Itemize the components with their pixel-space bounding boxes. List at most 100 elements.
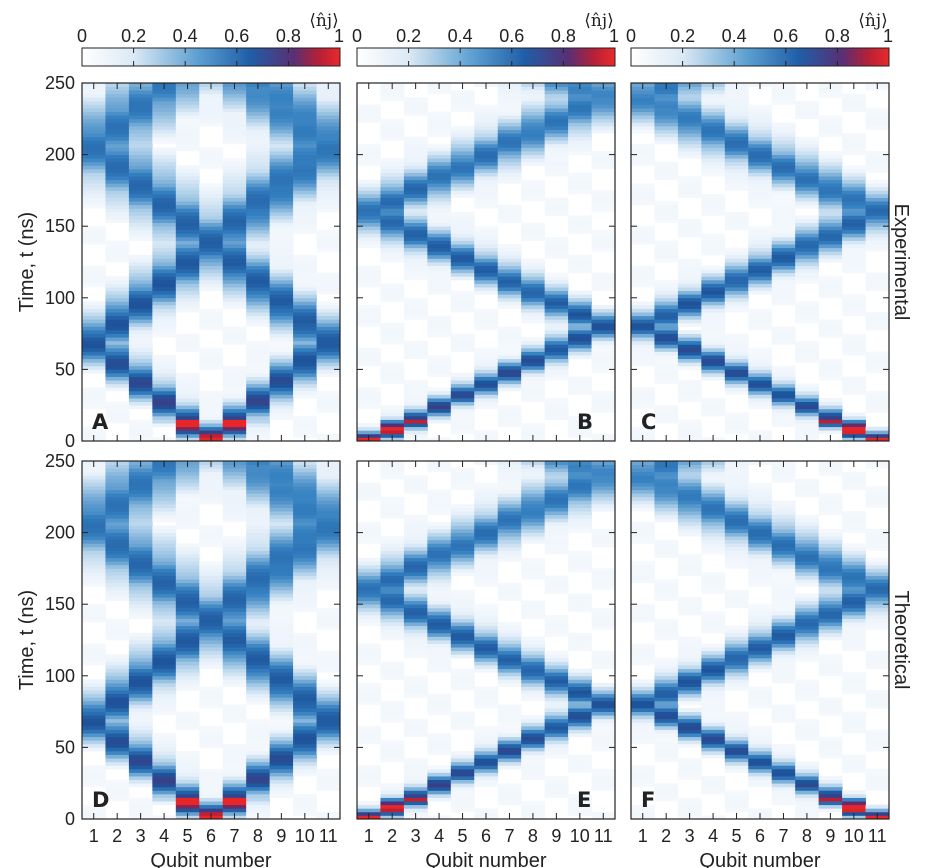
heatmap-cell <box>105 254 130 259</box>
heatmap-cell <box>474 618 499 623</box>
heatmap-cell <box>654 290 679 295</box>
heatmap-cell <box>293 390 317 395</box>
heatmap-cell <box>701 507 726 512</box>
colorbars: 0 0.2 0.4 0.6 0.8 1⟨n̂j⟩0 0.2 0.4 0.6 0.8 1⟨n̂j⟩0 0… <box>77 11 893 67</box>
heatmap-cell <box>701 326 726 331</box>
heatmap-cell <box>450 333 475 338</box>
heatmap-cell <box>544 682 569 687</box>
heatmap-cell <box>450 597 475 602</box>
heatmap-cell <box>380 333 405 338</box>
heatmap-cell <box>380 365 405 370</box>
heatmap-cell <box>105 330 130 334</box>
heatmap-cell <box>269 725 294 730</box>
heatmap-cell <box>222 486 247 491</box>
heatmap-cell <box>427 503 452 508</box>
heatmap-cell <box>152 115 177 120</box>
heatmap-cell <box>105 215 130 220</box>
heatmap-cell <box>591 579 616 584</box>
heatmap-cell <box>591 575 616 580</box>
heatmap-cell <box>403 654 428 659</box>
heatmap-cell <box>222 219 247 224</box>
heatmap-cell <box>357 690 381 695</box>
heatmap-cell <box>269 387 294 392</box>
heatmap-cell <box>654 657 679 662</box>
heatmap-cell <box>357 226 381 231</box>
heatmap-cell <box>128 650 153 655</box>
heatmap-cell <box>701 247 726 252</box>
heatmap-cell <box>199 204 224 209</box>
heatmap-cell <box>293 575 317 580</box>
heatmap-cell <box>427 611 452 616</box>
heatmap-cell <box>269 330 294 334</box>
heatmap-cell <box>474 118 499 123</box>
heatmap-cell <box>175 376 200 381</box>
heatmap-cell <box>450 790 475 795</box>
heatmap-cell <box>724 283 749 288</box>
heatmap-cell <box>427 390 452 395</box>
heatmap-cell <box>105 204 130 209</box>
heatmap-cell <box>246 322 271 327</box>
heatmap-cell <box>246 693 271 698</box>
heatmap-cell <box>403 186 428 191</box>
heatmap-cell <box>269 783 294 788</box>
heatmap-cell <box>631 93 655 98</box>
heatmap-cell <box>701 776 726 781</box>
heatmap-cell <box>521 233 546 238</box>
heatmap-cell <box>82 697 106 702</box>
heatmap-cell <box>568 340 592 345</box>
heatmap-cell <box>654 376 679 381</box>
heatmap-cell <box>795 415 820 420</box>
heatmap-cell <box>568 143 592 148</box>
heatmap-cell <box>175 604 200 609</box>
heatmap-cell <box>842 351 866 356</box>
heatmap-cell <box>771 604 796 609</box>
heatmap-cell <box>450 468 475 473</box>
heatmap-cell <box>724 279 749 284</box>
heatmap-cell <box>246 351 271 356</box>
heatmap-cell <box>152 797 177 802</box>
heatmap-cell <box>724 115 749 120</box>
heatmap-cell <box>246 358 271 363</box>
heatmap-cell <box>293 97 317 102</box>
heatmap-cell <box>497 718 522 723</box>
heatmap-cell <box>771 672 796 677</box>
heatmap-cell <box>128 219 153 224</box>
heatmap-cell <box>701 686 726 691</box>
heatmap-cell <box>152 412 177 417</box>
heatmap-cell <box>246 315 271 320</box>
heatmap-cell <box>724 415 749 420</box>
heatmap-cell <box>450 521 475 526</box>
heatmap-cell <box>427 529 452 533</box>
heatmap-cell <box>771 97 796 102</box>
heatmap-cell <box>316 394 341 399</box>
heatmap-cell <box>677 319 702 324</box>
heatmap-cell <box>246 543 271 548</box>
heatmap-cell <box>380 718 405 723</box>
heatmap-cell <box>677 355 702 360</box>
heatmap-cell <box>497 340 522 345</box>
heatmap-cell <box>771 269 796 274</box>
heatmap-cell <box>521 607 546 612</box>
heatmap-cell <box>403 158 428 163</box>
heatmap-cell <box>497 740 522 745</box>
heatmap-cell <box>246 376 271 381</box>
heatmap-cell <box>748 661 773 666</box>
heatmap-cell <box>105 240 130 245</box>
heatmap-cell <box>677 193 702 198</box>
heatmap-cell <box>222 90 247 95</box>
heatmap-cell <box>403 632 428 637</box>
heatmap-cell <box>450 405 475 410</box>
heatmap-cell <box>403 478 428 483</box>
heatmap-cell <box>521 222 546 227</box>
heatmap-cell <box>748 229 773 234</box>
heatmap-cell <box>591 786 616 791</box>
heatmap-cell <box>105 564 130 569</box>
heatmap-cell <box>403 571 428 576</box>
heatmap-cell <box>357 233 381 238</box>
heatmap-cell <box>521 111 546 116</box>
heatmap-cell <box>199 251 224 256</box>
heatmap-cell <box>544 786 569 791</box>
heatmap-cell <box>152 571 177 576</box>
heatmap-cell <box>865 408 890 413</box>
heatmap-cell <box>293 258 317 263</box>
